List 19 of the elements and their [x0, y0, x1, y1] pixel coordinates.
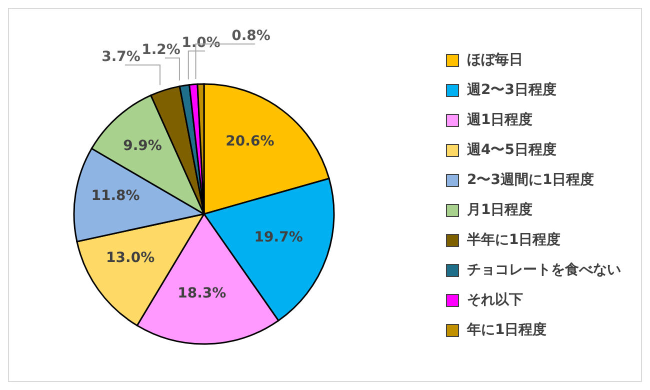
data-label: 3.7%	[102, 49, 140, 65]
data-label: 18.3%	[178, 285, 226, 302]
data-label: 11.8%	[91, 188, 140, 204]
data-label: 19.7%	[254, 229, 303, 246]
data-label: 20.6%	[226, 134, 274, 150]
legend-label: それ以下	[467, 291, 523, 310]
legend-label: 週4〜5日程度	[467, 140, 556, 160]
data-label: 0.8%	[232, 28, 270, 44]
legend-label: 月1日程度	[467, 200, 533, 220]
data-label: 13.0%	[106, 250, 155, 266]
legend-label: ほぼ毎日	[467, 51, 523, 70]
data-label: 1.2%	[142, 42, 180, 58]
legend-label: 半年に1日程度	[467, 230, 561, 250]
data-label: 9.9%	[123, 138, 162, 154]
legend-label: 2〜3週間に1日程度	[467, 170, 594, 190]
legend-label: 週2〜3日程度	[467, 80, 556, 100]
legend-label: 週1日程度	[467, 110, 533, 130]
legend-label: チョコレートを食べない	[467, 261, 621, 280]
legend-label: 年に1日程度	[467, 320, 547, 340]
